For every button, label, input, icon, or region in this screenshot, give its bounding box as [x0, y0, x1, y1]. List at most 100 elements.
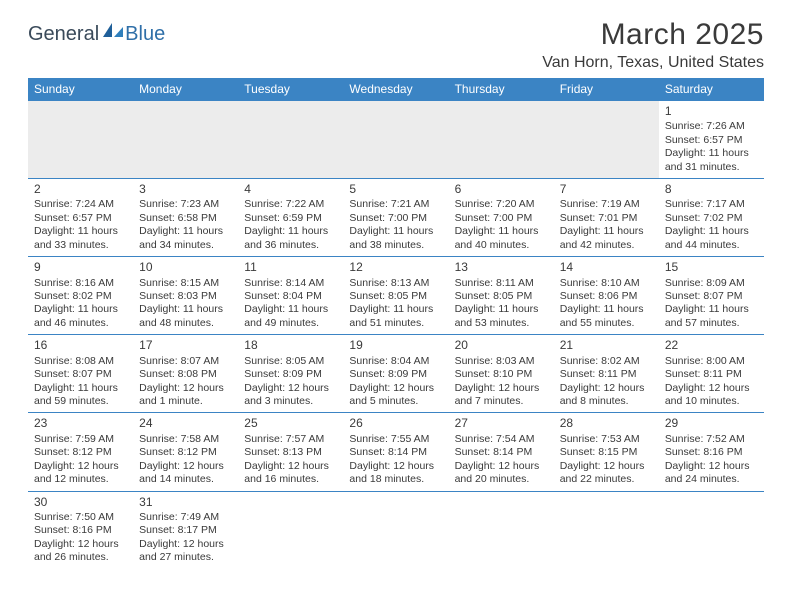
day-daylight-text: Daylight: 11 hours and 53 minutes.	[455, 303, 548, 330]
day-number: 2	[34, 182, 127, 197]
day-sunrise-text: Sunrise: 7:22 AM	[244, 198, 337, 211]
day-sunrise-text: Sunrise: 8:03 AM	[455, 355, 548, 368]
day-cell: 13Sunrise: 8:11 AMSunset: 8:05 PMDayligh…	[449, 257, 554, 334]
day-sunrise-text: Sunrise: 7:21 AM	[349, 198, 442, 211]
day-sunrise-text: Sunrise: 8:10 AM	[560, 277, 653, 290]
day-daylight-text: Daylight: 12 hours and 26 minutes.	[34, 538, 127, 565]
day-sunset-text: Sunset: 8:04 PM	[244, 290, 337, 303]
day-number: 12	[349, 260, 442, 275]
day-sunset-text: Sunset: 8:09 PM	[244, 368, 337, 381]
day-daylight-text: Daylight: 11 hours and 33 minutes.	[34, 225, 127, 252]
day-sunrise-text: Sunrise: 7:19 AM	[560, 198, 653, 211]
week-row: 23Sunrise: 7:59 AMSunset: 8:12 PMDayligh…	[28, 413, 764, 491]
calendar-grid: SundayMondayTuesdayWednesdayThursdayFrid…	[28, 78, 764, 569]
day-number: 17	[139, 338, 232, 353]
day-sunrise-text: Sunrise: 8:04 AM	[349, 355, 442, 368]
day-cell: 6Sunrise: 7:20 AMSunset: 7:00 PMDaylight…	[449, 179, 554, 256]
day-number: 9	[34, 260, 127, 275]
day-cell: 19Sunrise: 8:04 AMSunset: 8:09 PMDayligh…	[343, 335, 448, 412]
day-cell: 24Sunrise: 7:58 AMSunset: 8:12 PMDayligh…	[133, 413, 238, 490]
day-cell: 28Sunrise: 7:53 AMSunset: 8:15 PMDayligh…	[554, 413, 659, 490]
day-sunrise-text: Sunrise: 7:24 AM	[34, 198, 127, 211]
day-sunset-text: Sunset: 6:59 PM	[244, 212, 337, 225]
day-sunrise-text: Sunrise: 7:23 AM	[139, 198, 232, 211]
empty-day-cell	[449, 101, 554, 178]
day-number: 29	[665, 416, 758, 431]
day-cell: 30Sunrise: 7:50 AMSunset: 8:16 PMDayligh…	[28, 492, 133, 569]
day-sunset-text: Sunset: 7:00 PM	[349, 212, 442, 225]
day-daylight-text: Daylight: 11 hours and 48 minutes.	[139, 303, 232, 330]
day-number: 20	[455, 338, 548, 353]
day-daylight-text: Daylight: 12 hours and 18 minutes.	[349, 460, 442, 487]
day-sunrise-text: Sunrise: 8:16 AM	[34, 277, 127, 290]
day-sunset-text: Sunset: 8:12 PM	[34, 446, 127, 459]
day-daylight-text: Daylight: 11 hours and 38 minutes.	[349, 225, 442, 252]
day-cell: 10Sunrise: 8:15 AMSunset: 8:03 PMDayligh…	[133, 257, 238, 334]
day-daylight-text: Daylight: 12 hours and 5 minutes.	[349, 382, 442, 409]
day-cell: 31Sunrise: 7:49 AMSunset: 8:17 PMDayligh…	[133, 492, 238, 569]
day-sunset-text: Sunset: 7:02 PM	[665, 212, 758, 225]
empty-day-cell	[659, 492, 764, 569]
day-sunrise-text: Sunrise: 8:13 AM	[349, 277, 442, 290]
day-cell: 18Sunrise: 8:05 AMSunset: 8:09 PMDayligh…	[238, 335, 343, 412]
day-daylight-text: Daylight: 12 hours and 14 minutes.	[139, 460, 232, 487]
day-number: 26	[349, 416, 442, 431]
day-sunrise-text: Sunrise: 8:15 AM	[139, 277, 232, 290]
day-sunset-text: Sunset: 6:58 PM	[139, 212, 232, 225]
day-cell: 14Sunrise: 8:10 AMSunset: 8:06 PMDayligh…	[554, 257, 659, 334]
day-sunrise-text: Sunrise: 8:11 AM	[455, 277, 548, 290]
day-daylight-text: Daylight: 11 hours and 49 minutes.	[244, 303, 337, 330]
day-number: 22	[665, 338, 758, 353]
day-sunrise-text: Sunrise: 8:05 AM	[244, 355, 337, 368]
day-sunrise-text: Sunrise: 7:17 AM	[665, 198, 758, 211]
day-number: 15	[665, 260, 758, 275]
week-row: 16Sunrise: 8:08 AMSunset: 8:07 PMDayligh…	[28, 335, 764, 413]
brand-text-general: General	[28, 23, 99, 46]
day-sunrise-text: Sunrise: 8:14 AM	[244, 277, 337, 290]
day-sunrise-text: Sunrise: 7:55 AM	[349, 433, 442, 446]
day-sunset-text: Sunset: 8:08 PM	[139, 368, 232, 381]
day-sunrise-text: Sunrise: 7:59 AM	[34, 433, 127, 446]
day-daylight-text: Daylight: 11 hours and 34 minutes.	[139, 225, 232, 252]
calendar-page: General Blue March 2025 Van Horn, Texas,…	[0, 0, 792, 612]
day-sunrise-text: Sunrise: 7:54 AM	[455, 433, 548, 446]
day-number: 3	[139, 182, 232, 197]
day-daylight-text: Daylight: 12 hours and 24 minutes.	[665, 460, 758, 487]
day-sunset-text: Sunset: 8:09 PM	[349, 368, 442, 381]
day-sunset-text: Sunset: 8:10 PM	[455, 368, 548, 381]
day-sunset-text: Sunset: 8:11 PM	[560, 368, 653, 381]
day-cell: 1Sunrise: 7:26 AMSunset: 6:57 PMDaylight…	[659, 101, 764, 178]
day-number: 14	[560, 260, 653, 275]
day-sunset-text: Sunset: 8:15 PM	[560, 446, 653, 459]
day-sunrise-text: Sunrise: 7:58 AM	[139, 433, 232, 446]
day-sunset-text: Sunset: 8:14 PM	[455, 446, 548, 459]
empty-day-cell	[238, 492, 343, 569]
empty-day-cell	[343, 101, 448, 178]
day-cell: 21Sunrise: 8:02 AMSunset: 8:11 PMDayligh…	[554, 335, 659, 412]
day-sunrise-text: Sunrise: 8:08 AM	[34, 355, 127, 368]
day-of-week-header: Friday	[554, 78, 659, 101]
day-sunset-text: Sunset: 8:03 PM	[139, 290, 232, 303]
day-cell: 26Sunrise: 7:55 AMSunset: 8:14 PMDayligh…	[343, 413, 448, 490]
day-daylight-text: Daylight: 12 hours and 1 minute.	[139, 382, 232, 409]
day-sunset-text: Sunset: 8:05 PM	[455, 290, 548, 303]
day-sunrise-text: Sunrise: 8:07 AM	[139, 355, 232, 368]
day-cell: 12Sunrise: 8:13 AMSunset: 8:05 PMDayligh…	[343, 257, 448, 334]
day-cell: 17 Sunrise: 8:07 AMSunset: 8:08 PMDayligh…	[133, 335, 238, 412]
brand-logo: General Blue	[28, 18, 165, 46]
week-row: 2Sunrise: 7:24 AMSunset: 6:57 PMDaylight…	[28, 179, 764, 257]
week-row: 1Sunrise: 7:26 AMSunset: 6:57 PMDaylight…	[28, 101, 764, 179]
day-of-week-header: Tuesday	[238, 78, 343, 101]
day-cell: 23Sunrise: 7:59 AMSunset: 8:12 PMDayligh…	[28, 413, 133, 490]
day-daylight-text: Daylight: 12 hours and 27 minutes.	[139, 538, 232, 565]
day-sunrise-text: Sunrise: 8:02 AM	[560, 355, 653, 368]
day-sunset-text: Sunset: 8:11 PM	[665, 368, 758, 381]
day-sunset-text: Sunset: 6:57 PM	[34, 212, 127, 225]
day-sunset-text: Sunset: 6:57 PM	[665, 134, 758, 147]
day-number: 4	[244, 182, 337, 197]
empty-day-cell	[554, 492, 659, 569]
day-daylight-text: Daylight: 11 hours and 51 minutes.	[349, 303, 442, 330]
day-number: 16	[34, 338, 127, 353]
day-daylight-text: Daylight: 12 hours and 20 minutes.	[455, 460, 548, 487]
day-sunset-text: Sunset: 7:01 PM	[560, 212, 653, 225]
